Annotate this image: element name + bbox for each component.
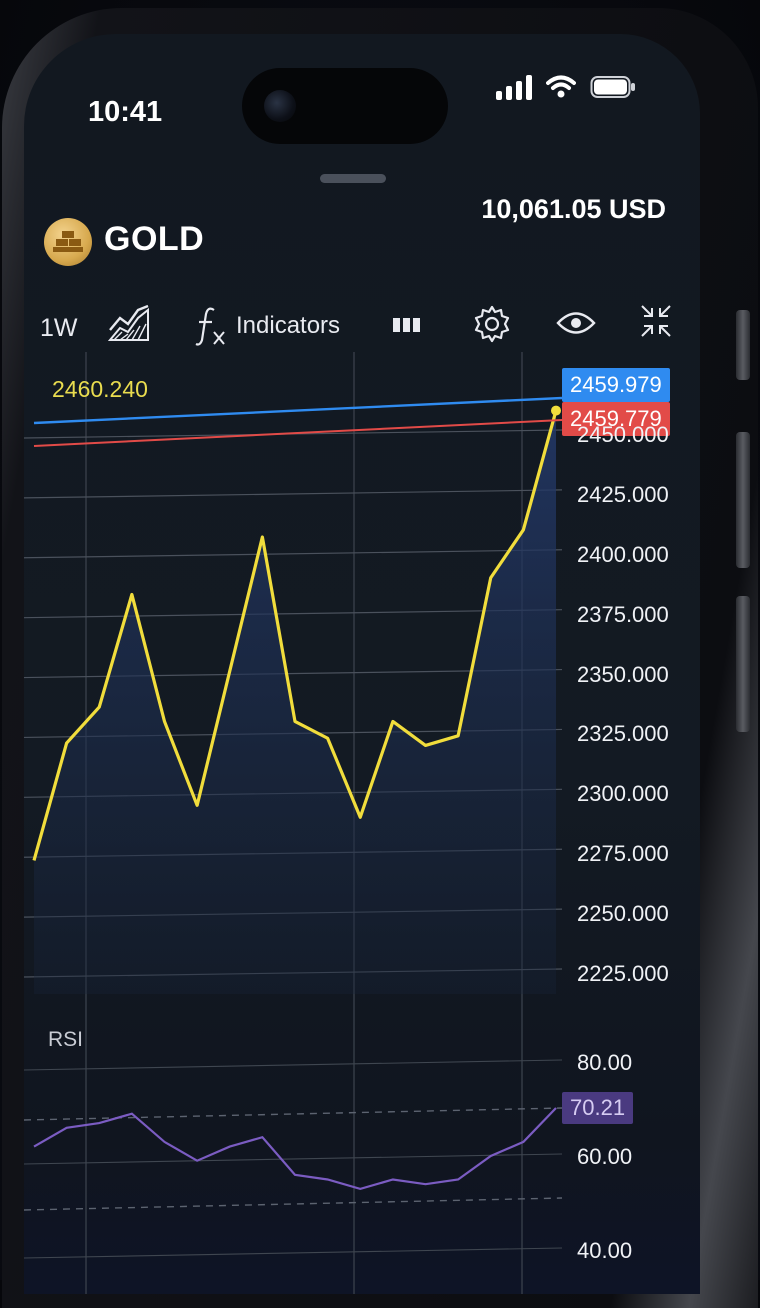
price-tick-label: 2375.000 xyxy=(577,601,669,627)
chart-toolbar: 1W Indicators xyxy=(24,294,700,354)
session-high-label: 2460.240 xyxy=(52,376,148,402)
grid-line xyxy=(24,549,563,559)
price-tick-label: 2300.000 xyxy=(577,781,669,807)
instrument-title[interactable]: GOLD xyxy=(104,220,205,258)
price-area xyxy=(34,410,556,994)
price-tick-label: 2450.000 xyxy=(577,422,669,447)
area-chart-icon xyxy=(108,304,149,341)
eye-icon xyxy=(556,312,596,334)
function-fx-icon xyxy=(195,307,225,346)
timeframe-label: 1W xyxy=(40,314,78,342)
settings-button[interactable] xyxy=(472,304,512,344)
rsi-tick-label: 40.00 xyxy=(577,1238,633,1263)
rsi-threshold-line xyxy=(24,1197,563,1211)
price-tick-label: 2275.000 xyxy=(577,841,669,867)
price-tick-label: 2250.000 xyxy=(577,901,669,927)
account-balance[interactable]: 10,061.05 USD xyxy=(481,194,666,224)
price-line xyxy=(32,410,558,861)
indicators-label: Indicators xyxy=(236,312,341,339)
phone-mockup: 10:41 GOLD xyxy=(2,8,758,1308)
rsi-line xyxy=(33,1107,557,1191)
rsi-current-tag: 70.21 xyxy=(562,1092,634,1124)
dynamic-island xyxy=(242,68,448,144)
grid-line xyxy=(24,609,563,619)
power-button xyxy=(736,596,750,732)
drag-handle[interactable] xyxy=(320,174,386,183)
timeframe-selector[interactable]: 1W xyxy=(40,314,78,343)
price-tick-label: 2350.000 xyxy=(577,661,669,687)
status-time: 10:41 xyxy=(88,96,163,128)
battery-icon xyxy=(590,76,635,98)
ask-line xyxy=(33,396,563,425)
gold-bars-icon xyxy=(44,218,92,266)
last-price-dot xyxy=(551,405,561,416)
rsi-grid-line xyxy=(24,1153,563,1165)
collapse-button[interactable] xyxy=(638,302,674,340)
candles-button[interactable] xyxy=(392,314,422,336)
ask-price-tag: 2459.979 xyxy=(562,368,670,402)
app-screen: 10:41 GOLD xyxy=(24,34,700,1294)
price-tick-label: 2225.000 xyxy=(577,961,669,986)
gear-icon xyxy=(474,305,510,343)
collapse-arrows-icon xyxy=(641,305,671,337)
signal-icon xyxy=(496,74,532,100)
grid-line xyxy=(24,489,563,499)
price-chart[interactable] xyxy=(24,34,700,1294)
bid-line xyxy=(33,419,563,447)
price-tick-label: 2425.000 xyxy=(577,481,669,507)
bar-columns-icon xyxy=(393,318,420,332)
price-tick-label: 2400.000 xyxy=(577,541,669,567)
chart-type-button[interactable] xyxy=(108,304,152,344)
price-tick-label: 2325.000 xyxy=(577,721,669,747)
rsi-threshold-line xyxy=(24,1107,563,1121)
rsi-label: RSI xyxy=(48,1028,84,1051)
status-icons xyxy=(496,74,636,100)
camera-icon xyxy=(264,90,296,122)
volume-up-button xyxy=(736,310,750,380)
rsi-tick-label: 60.00 xyxy=(577,1144,633,1169)
rsi-grid-line xyxy=(24,1247,563,1259)
rsi-grid-line xyxy=(24,1059,563,1071)
bid-price-tag: 2459.779 xyxy=(562,402,670,436)
volume-down-button xyxy=(736,432,750,568)
rsi-tick-label: 80.00 xyxy=(577,1050,633,1075)
wifi-icon xyxy=(546,75,576,98)
visibility-button[interactable] xyxy=(556,308,596,338)
indicators-button[interactable]: Indicators xyxy=(194,304,340,348)
